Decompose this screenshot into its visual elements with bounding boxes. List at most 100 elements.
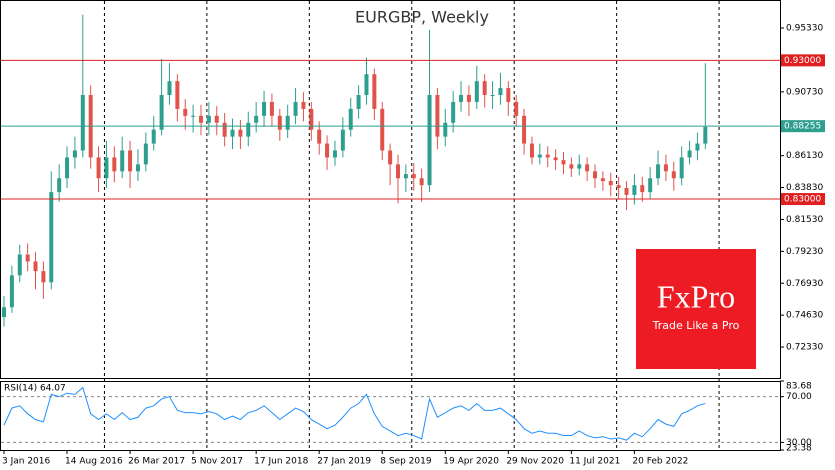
candle-body (506, 88, 511, 102)
y-tick-label: 0.83830 (786, 183, 823, 193)
candle-body (553, 157, 558, 161)
candle-body (545, 154, 550, 158)
candle-body (135, 164, 140, 172)
y-tick-label: 0.90730 (786, 87, 823, 97)
candle-body (514, 101, 519, 116)
candle-body (656, 164, 661, 179)
logo: FxPro Trade Like a Pro (636, 249, 756, 369)
x-tick-label: 19 Apr 2020 (443, 457, 499, 467)
candle-body (96, 157, 101, 179)
candle-body (128, 150, 133, 172)
logo-box (636, 249, 756, 369)
candle-body (356, 95, 361, 109)
candle-body (238, 129, 243, 137)
candle-body (183, 108, 188, 116)
price-panel (0, 0, 781, 379)
candle-body (577, 164, 582, 169)
candle-body (167, 81, 172, 96)
logo-tagline: Trade Like a Pro (652, 319, 740, 332)
level-label: 0.83000 (784, 195, 821, 205)
candle-body (585, 164, 590, 172)
candle-body (600, 178, 605, 182)
x-tick-label: 14 Aug 2016 (65, 457, 123, 467)
level-tag (781, 54, 825, 67)
candle-body (25, 254, 30, 262)
candle-body (648, 178, 653, 193)
chart-title: EURGBP, Weekly (355, 8, 489, 27)
candle-body (41, 271, 46, 283)
candle-body (498, 88, 503, 96)
candle-body (254, 115, 259, 123)
candle-body (396, 164, 400, 179)
candle-body (703, 126, 708, 144)
candle-body (435, 95, 440, 137)
candle-body (671, 171, 676, 179)
y-tick-label: 0.86130 (786, 151, 823, 161)
candle-body (388, 150, 393, 165)
x-tick-label: 29 Nov 2020 (506, 457, 564, 467)
level-tag (781, 193, 825, 206)
y-tick-label: 0.81530 (786, 215, 823, 225)
candle-body (364, 74, 369, 96)
x-tick-label: 27 Jan 2019 (317, 457, 371, 467)
candle-body (640, 185, 645, 193)
candle-body (624, 187, 629, 195)
candle-body (33, 261, 38, 272)
candle-body (277, 115, 282, 130)
candle-body (522, 115, 527, 144)
candle-body (490, 95, 495, 97)
candle-body (537, 154, 542, 158)
candle-body (616, 185, 621, 188)
x-tick-label: 20 Feb 2022 (632, 457, 688, 467)
rsi-panel (0, 381, 781, 451)
candle-body (199, 115, 203, 123)
candle-body (293, 101, 298, 116)
candle-body (569, 164, 574, 169)
candle-body (143, 143, 148, 165)
rsi-tick-label: 83.68 (786, 382, 812, 392)
y-tick-label: 0.72330 (786, 343, 823, 353)
candle-body (222, 122, 227, 137)
y-tick-label: 0.74630 (786, 311, 823, 321)
candle-body (246, 122, 251, 137)
candle-body (72, 150, 77, 158)
candle-body (151, 129, 156, 144)
candle-body (372, 74, 377, 109)
candle-body (214, 115, 219, 123)
candle-body (679, 157, 684, 179)
x-tick-label: 11 Jul 2021 (569, 457, 620, 467)
candle-body (120, 150, 125, 172)
candle-body (348, 108, 353, 130)
candle-body (159, 95, 164, 130)
candle-body (191, 115, 196, 117)
candle-body (206, 115, 211, 123)
candle-body (332, 150, 337, 158)
x-tick-label: 17 Jun 2018 (254, 457, 308, 467)
candle-body (474, 81, 479, 102)
x-tick-label: 8 Sep 2019 (380, 457, 432, 467)
level-tag (781, 120, 825, 133)
candle-body (285, 115, 290, 130)
candle-body (2, 307, 6, 317)
level-label: 0.88255 (784, 122, 821, 132)
candle-body (175, 81, 180, 109)
candle-body (529, 143, 534, 158)
candle-body (340, 129, 345, 151)
candle-body (403, 174, 408, 179)
candle-body (695, 143, 700, 151)
candle-body (17, 254, 22, 276)
candle-body (80, 95, 85, 151)
candle-body (411, 174, 416, 179)
candle-body (112, 157, 117, 172)
candle-body (561, 160, 566, 165)
candle-body (269, 101, 274, 116)
candle-body (608, 181, 613, 186)
candle-body (593, 171, 597, 179)
candle-body (104, 157, 109, 179)
logo-brand: FxPro (657, 278, 735, 314)
y-tick-label: 0.79230 (786, 247, 823, 257)
y-tick-label: 0.76930 (786, 279, 823, 289)
candle-body (325, 143, 330, 158)
x-tick-label: 3 Jan 2016 (2, 457, 50, 467)
rsi-tick-label: 23.38 (786, 444, 812, 454)
